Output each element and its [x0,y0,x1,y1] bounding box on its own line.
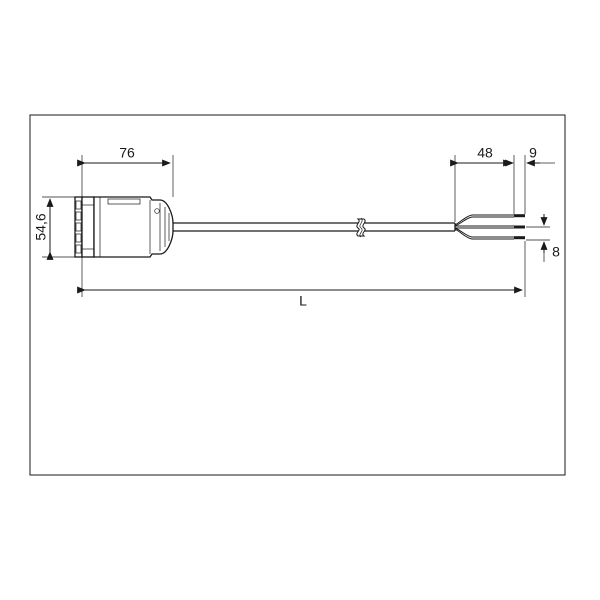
dim-total-length-label: L [299,293,307,309]
dim-tip-length-label: 9 [529,145,537,161]
dim-height-label: 54,6 [33,213,49,240]
cable [173,218,455,237]
dim-tip-length: 9 [500,145,555,214]
leads [455,214,525,239]
dim-connector-length-label: 76 [119,145,135,161]
dim-lead-gap: 8 [526,214,560,262]
technical-drawing: 54,6 76 48 9 8 L [0,0,600,600]
connector-assembly [75,197,525,257]
drawing-frame [30,115,565,475]
dim-connector-length: 76 [82,145,173,197]
dim-strip-length: 48 [455,145,514,222]
dim-height: 54,6 [33,197,75,257]
dim-lead-gap-label: 8 [552,244,560,260]
connector-body [94,197,173,257]
plug-contacts [76,201,81,253]
dim-strip-length-label: 48 [477,145,493,161]
